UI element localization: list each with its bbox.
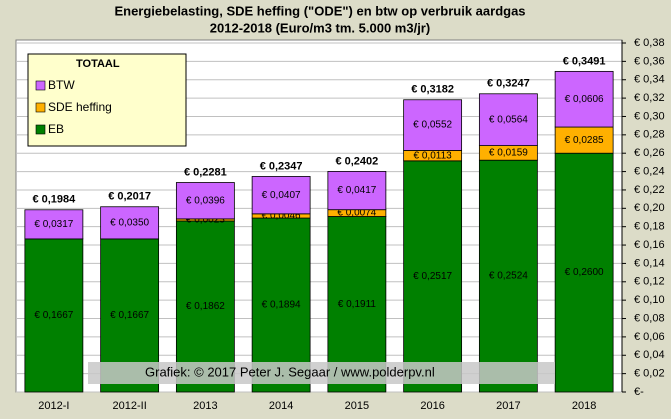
credit: Grafiek: © 2017 Peter J. Segaar / www.po…	[145, 364, 435, 379]
value-label: € 0,1667	[34, 310, 73, 321]
y-tick-label: € 0,04	[634, 349, 665, 361]
y-tick-label: € 0,28	[634, 129, 665, 141]
total-label: € 0,2402	[335, 155, 378, 167]
y-tick-label: € 0,02	[634, 368, 665, 380]
total-label: € 0,1984	[32, 194, 76, 206]
bar-segment	[554, 126, 614, 154]
value-label: € 0,0159	[489, 148, 528, 159]
x-tick-label: 2015	[345, 400, 369, 412]
credit-band	[88, 362, 555, 384]
value-label: € 0,0046	[262, 211, 301, 222]
y-tick-label: € 0,08	[634, 312, 665, 324]
y-tick-label: € 0,12	[634, 276, 665, 288]
value-label: € 0,2517	[413, 271, 452, 282]
y-tick-label: € 0,10	[634, 294, 665, 306]
value-label: € 0,0285	[565, 135, 604, 146]
value-label: € 0,0350	[110, 217, 149, 228]
bar-segment	[100, 206, 160, 240]
bar-segment	[24, 238, 84, 393]
value-label: € 0,0074	[337, 208, 376, 219]
legend-swatch	[35, 124, 46, 135]
value-label: € 0,1862	[186, 301, 225, 312]
bar-segment	[403, 99, 463, 151]
y-tick-label: € 0,18	[634, 221, 665, 233]
y-tick-label: € 0,20	[634, 202, 665, 214]
value-label: € 0,1667	[110, 310, 149, 321]
value-label: € 0,0552	[413, 120, 452, 131]
total-label: € 0,2017	[108, 191, 151, 203]
legend-label: SDE heffing	[48, 100, 112, 114]
x-tick-label: 2012-I	[38, 400, 69, 412]
total-label: € 0,3182	[411, 84, 454, 96]
value-label: € 0,0113	[414, 150, 453, 161]
y-tick-label: € 0,38	[634, 37, 665, 49]
total-label: € 0,3247	[487, 78, 530, 90]
bar-segment	[175, 182, 235, 220]
value-label: € 0,2524	[489, 271, 528, 282]
legend-swatch	[35, 80, 46, 91]
value-label: € 0,1911	[338, 299, 377, 310]
bar-segment	[478, 93, 538, 146]
y-tick-label: € 0,30	[634, 110, 665, 122]
legend-label: BTW	[48, 78, 75, 92]
value-label: € 0,0606	[565, 94, 604, 105]
legend-swatch	[35, 102, 46, 113]
chart-title: Energiebelasting, SDE heffing ("ODE") en…	[114, 3, 525, 18]
value-label: € 0,1894	[262, 300, 301, 311]
y-tick-label: € 0,06	[634, 331, 665, 343]
y-tick-label: € 0,24	[634, 165, 665, 177]
x-tick-label: 2013	[193, 400, 217, 412]
total-label: € 0,2281	[184, 166, 227, 178]
value-label: € 0,0564	[489, 114, 528, 125]
total-label: € 0,2347	[260, 160, 303, 172]
y-tick-label: € 0,36	[634, 55, 665, 67]
y-tick-label: € 0,22	[634, 184, 665, 196]
legend-entries: BTW SDE heffing EB	[35, 78, 112, 136]
chart-subtitle: 2012-2018 (Euro/m3 tm. 5.000 m3/jr)	[210, 20, 430, 35]
x-tick-label: 2017	[496, 400, 520, 412]
bar-segment	[24, 209, 84, 240]
value-label: € 0,0023	[186, 215, 225, 226]
x-tick-label: 2018	[572, 400, 596, 412]
legend	[27, 53, 187, 147]
value-label: € 0,0317	[34, 219, 73, 230]
legend-label: EB	[48, 122, 64, 136]
y-tick-label: € 0,26	[634, 147, 665, 159]
value-label: € 0,0396	[186, 195, 225, 206]
bar-segment	[327, 170, 387, 211]
y-tick-label: € 0,34	[634, 74, 665, 86]
y-tick-label: € 0,14	[634, 257, 665, 269]
total-label: € 0,3491	[563, 55, 606, 67]
bar-segment	[554, 70, 614, 128]
bar-segment	[478, 159, 538, 393]
value-label: € 0,0417	[337, 185, 376, 196]
bar-segment	[251, 176, 311, 215]
x-tick-label: 2012-II	[113, 400, 147, 412]
y-tick-label: €-	[634, 386, 644, 398]
legend-title: TOTAAL	[76, 58, 120, 70]
value-label: € 0,0407	[262, 190, 301, 201]
x-tick-label: 2014	[269, 400, 293, 412]
y-tick-label: € 0,32	[634, 92, 665, 104]
y-tick-label: € 0,16	[634, 239, 665, 251]
bar-segment	[403, 160, 463, 393]
x-tick-label: 2016	[420, 400, 444, 412]
value-label: € 0,2600	[565, 267, 604, 278]
